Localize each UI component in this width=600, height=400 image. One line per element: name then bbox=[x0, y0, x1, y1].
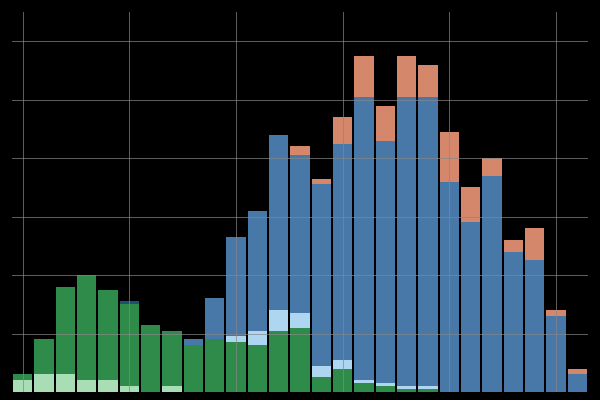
Bar bbox=[354, 383, 374, 392]
Bar bbox=[311, 179, 331, 184]
Bar bbox=[354, 97, 374, 380]
Bar bbox=[141, 325, 160, 392]
Bar bbox=[226, 237, 246, 336]
Bar bbox=[248, 345, 267, 392]
Bar bbox=[376, 386, 395, 392]
Bar bbox=[311, 184, 331, 366]
Bar bbox=[162, 331, 182, 386]
Bar bbox=[98, 380, 118, 392]
Bar bbox=[376, 141, 395, 383]
Bar bbox=[269, 310, 289, 331]
Bar bbox=[77, 380, 97, 392]
Bar bbox=[248, 211, 267, 331]
Bar bbox=[184, 345, 203, 392]
Bar bbox=[354, 56, 374, 97]
Bar bbox=[56, 287, 75, 374]
Bar bbox=[13, 380, 32, 392]
Bar bbox=[376, 383, 395, 386]
Bar bbox=[333, 144, 352, 360]
Bar bbox=[525, 260, 544, 392]
Bar bbox=[34, 339, 54, 374]
Bar bbox=[333, 117, 352, 144]
Bar bbox=[568, 369, 587, 374]
Bar bbox=[290, 328, 310, 392]
Bar bbox=[226, 342, 246, 392]
Bar bbox=[311, 377, 331, 392]
Bar bbox=[354, 380, 374, 383]
Bar bbox=[525, 228, 544, 260]
Bar bbox=[290, 146, 310, 155]
Bar bbox=[568, 374, 587, 392]
Bar bbox=[205, 298, 224, 339]
Bar bbox=[269, 331, 289, 392]
Bar bbox=[376, 106, 395, 141]
Bar bbox=[119, 304, 139, 386]
Bar bbox=[248, 331, 267, 345]
Bar bbox=[77, 275, 97, 380]
Bar bbox=[397, 389, 416, 392]
Bar bbox=[162, 386, 182, 392]
Bar bbox=[418, 97, 438, 386]
Bar bbox=[290, 155, 310, 313]
Bar bbox=[226, 336, 246, 342]
Bar bbox=[205, 339, 224, 392]
Bar bbox=[546, 316, 566, 392]
Bar bbox=[397, 97, 416, 386]
Bar bbox=[482, 158, 502, 176]
Bar bbox=[311, 366, 331, 377]
Bar bbox=[290, 313, 310, 328]
Bar bbox=[56, 374, 75, 392]
Bar bbox=[98, 290, 118, 380]
Bar bbox=[119, 301, 139, 304]
Bar bbox=[34, 374, 54, 392]
Bar bbox=[440, 132, 459, 182]
Bar bbox=[184, 339, 203, 345]
Bar bbox=[461, 187, 481, 222]
Bar bbox=[119, 386, 139, 392]
Bar bbox=[269, 135, 289, 310]
Bar bbox=[546, 310, 566, 316]
Bar bbox=[461, 222, 481, 392]
Bar bbox=[418, 389, 438, 392]
Bar bbox=[333, 369, 352, 392]
Bar bbox=[397, 56, 416, 97]
Bar bbox=[333, 360, 352, 369]
Bar bbox=[13, 374, 32, 380]
Bar bbox=[397, 386, 416, 389]
Bar bbox=[482, 176, 502, 392]
Bar bbox=[503, 252, 523, 392]
Bar bbox=[418, 386, 438, 389]
Bar bbox=[503, 240, 523, 252]
Bar bbox=[440, 182, 459, 392]
Bar bbox=[418, 65, 438, 97]
